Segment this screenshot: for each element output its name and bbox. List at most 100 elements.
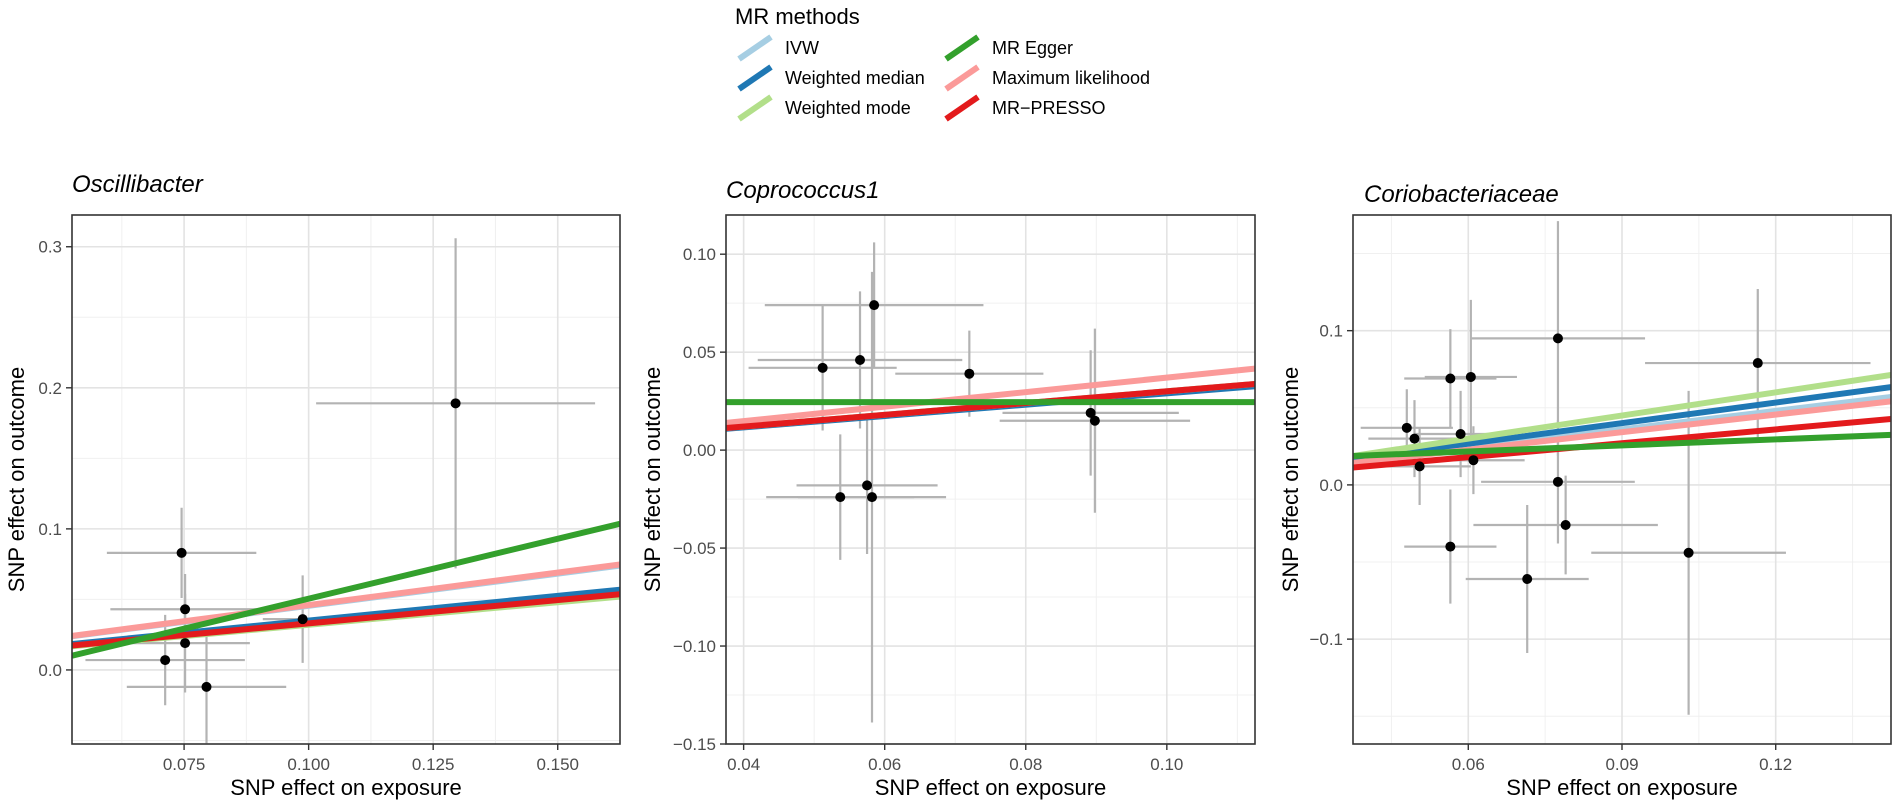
data-point (1560, 519, 1571, 530)
legend-swatch-weighted-median (737, 64, 773, 92)
data-point (297, 614, 308, 625)
x-tick-label: 0.04 (727, 755, 760, 774)
data-point (1089, 415, 1100, 426)
panel-background (726, 215, 1255, 744)
legend-label-ivw: IVW (785, 38, 819, 58)
y-tick-label: −0.05 (673, 539, 716, 558)
y-tick-label: 0.10 (683, 245, 716, 264)
panel-2: 0.04 0.06 0.08 0.10 −0.15 −0.10 −0.05 0.00 0.05 0… (640, 177, 1256, 800)
data-point (1552, 333, 1563, 344)
legend-item-ivw: IVW (735, 33, 965, 63)
mr-line-mr-egger (1353, 431, 1891, 459)
legend-label-weighted-mode: Weighted mode (785, 98, 911, 118)
data-point (1409, 433, 1420, 444)
data-point (835, 492, 846, 503)
data-point (1445, 373, 1456, 384)
mr-line-maximum-likelihood (72, 561, 620, 639)
panel-title: Coriobacteriaceae (1364, 181, 1559, 208)
data-point (964, 368, 975, 379)
y-axis-label: SNP effect on outcome (1278, 367, 1303, 592)
panel-background (72, 215, 620, 744)
mr-line-weighted-mode (1353, 372, 1891, 459)
x-tick-label: 0.06 (868, 755, 901, 774)
data-point (1468, 455, 1479, 466)
y-tick-label: 0.00 (683, 441, 716, 460)
panel-title: Oscillibacter (72, 171, 204, 198)
y-tick-label: 0.2 (38, 379, 62, 398)
x-axis-label: SNP effect on exposure (875, 775, 1107, 800)
legend-item-mr-egger: MR Egger (942, 33, 1172, 63)
data-point (1552, 476, 1563, 487)
data-point (1465, 371, 1476, 382)
legend-item-weighted-median: Weighted median (735, 63, 965, 93)
x-tick-label: 0.06 (1452, 755, 1485, 774)
legend-item-mr-presso: MR−PRESSO (942, 93, 1172, 123)
data-point (1085, 407, 1096, 418)
x-tick-label: 0.100 (287, 755, 330, 774)
mr-line-mr-presso (72, 591, 620, 649)
x-tick-label: 0.075 (163, 755, 206, 774)
panel-plot-area (726, 242, 1255, 723)
y-tick-label: 0.05 (683, 343, 716, 362)
panel-plot-area (1353, 221, 1891, 715)
y-tick-label: 0.0 (38, 661, 62, 680)
legend-label-mr-presso: MR−PRESSO (992, 98, 1106, 118)
data-point (1522, 573, 1533, 584)
data-point (1414, 461, 1425, 472)
panel-title: Coprococcus1 (726, 177, 879, 204)
x-axis-label: SNP effect on exposure (230, 775, 462, 800)
legend-item-maximum-likelihood: Maximum likelihood (942, 63, 1172, 93)
legend-label-weighted-median: Weighted median (785, 68, 925, 88)
legend-swatch-mr-presso (944, 94, 980, 122)
data-point (450, 398, 461, 409)
data-point (180, 638, 191, 649)
x-tick-label: 0.10 (1150, 755, 1183, 774)
data-point (1445, 541, 1456, 552)
x-tick-label: 0.150 (536, 755, 579, 774)
data-point (1401, 422, 1412, 433)
y-tick-label: −0.10 (673, 637, 716, 656)
legend-swatch-mr-egger (944, 34, 980, 62)
y-tick-label: 0.1 (1319, 322, 1343, 341)
panel-3: 0.06 0.09 0.12 −0.1 0.0 0.1 Coriobacteriaceae S… (1278, 181, 1892, 800)
x-tick-label: 0.09 (1605, 755, 1638, 774)
legend-swatch-weighted-mode (737, 94, 773, 122)
x-tick-label: 0.12 (1759, 755, 1792, 774)
mr-line-maximum-likelihood (726, 365, 1255, 426)
x-axis-label: SNP effect on exposure (1506, 775, 1738, 800)
y-tick-label: −0.15 (673, 735, 716, 754)
data-point (869, 300, 880, 311)
panel-plot-area (72, 238, 620, 744)
panel-1: 0.075 0.100 0.125 0.150 0.0 0.1 0.2 0.3 Oscillib… (4, 171, 621, 800)
x-tick-label: 0.08 (1009, 755, 1042, 774)
mr-methods-legend: MR methods IVW Weighted median Weighted … (735, 0, 1195, 160)
legend-label-mr-egger: MR Egger (992, 38, 1074, 58)
y-tick-label: 0.3 (38, 238, 62, 257)
data-point (1752, 358, 1763, 369)
panel-border (71, 214, 621, 745)
x-tick-label: 0.125 (412, 755, 455, 774)
legend-item-weighted-mode: Weighted mode (735, 93, 965, 123)
data-point (201, 681, 212, 692)
data-point (1683, 547, 1694, 558)
data-point (1455, 429, 1466, 440)
y-axis-label: SNP effect on outcome (4, 367, 29, 592)
data-point (817, 362, 828, 373)
mr-line-weighted-median (1353, 384, 1891, 463)
mr-line-mr-egger (72, 520, 620, 659)
data-point (180, 604, 191, 615)
panel-border (725, 214, 1256, 745)
legend-swatch-maximum-likelihood (944, 64, 980, 92)
data-point (862, 480, 873, 491)
data-point (867, 492, 878, 503)
legend-label-maximum-likelihood: Maximum likelihood (992, 68, 1151, 88)
legend-swatch-ivw (737, 34, 773, 62)
data-point (855, 354, 866, 365)
mr-line-mr-presso (726, 380, 1255, 432)
legend-title: MR methods (735, 4, 860, 29)
y-axis-label: SNP effect on outcome (640, 367, 665, 592)
y-tick-label: 0.0 (1319, 476, 1343, 495)
data-point (176, 547, 187, 558)
data-point (160, 655, 171, 666)
